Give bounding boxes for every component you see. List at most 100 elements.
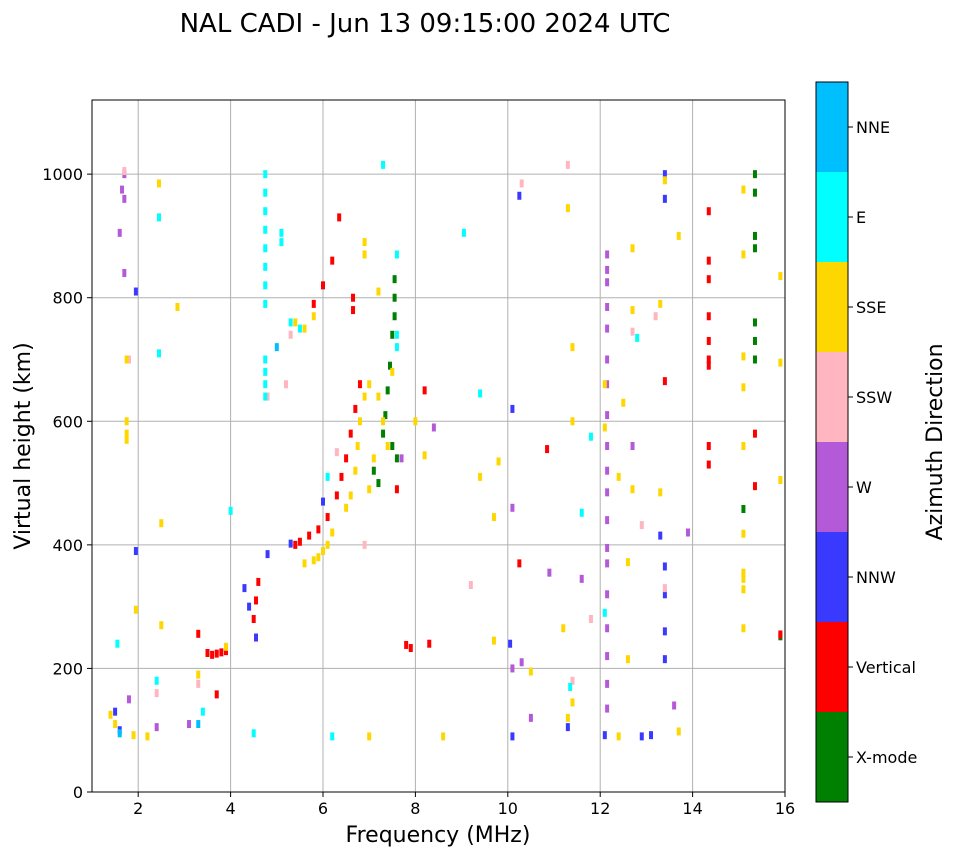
point-vertical <box>351 306 356 315</box>
plot-frame <box>91 99 786 793</box>
y-tick-label: 800 <box>52 289 83 308</box>
point-sse <box>778 272 783 281</box>
point-nnw <box>639 732 644 741</box>
point-e <box>635 333 640 342</box>
point-e <box>394 343 399 352</box>
point-w <box>519 658 524 667</box>
colorbar-segment-nnw <box>816 532 848 622</box>
x-tick-label: 6 <box>318 799 328 818</box>
point-sse <box>367 380 372 389</box>
point-vertical <box>205 648 210 657</box>
point-w <box>431 423 436 432</box>
point-w <box>672 701 677 710</box>
point-vertical <box>427 639 432 648</box>
point-sse <box>293 318 298 327</box>
point-sse <box>528 667 533 676</box>
point-nnw <box>510 732 515 741</box>
point-vertical <box>330 256 335 265</box>
point-sse <box>108 710 113 719</box>
point-w <box>547 568 552 577</box>
colorbar-segment-nne <box>816 82 848 172</box>
y-axis-ticks: 0 200 400 600 800 1000 <box>42 165 92 802</box>
point-sse <box>630 306 635 315</box>
point-vertical <box>778 630 783 639</box>
point-nnw <box>247 602 252 611</box>
point-x-mode <box>390 442 395 450</box>
point-sse <box>311 556 316 565</box>
point-x-mode <box>390 330 395 339</box>
point-sse <box>321 547 325 556</box>
point-w <box>528 713 533 722</box>
colorbar: X-mode Vertical NNW W SSW SSE E NNE <box>815 81 917 803</box>
point-sse <box>630 485 635 494</box>
point-vertical <box>545 445 550 454</box>
point-vertical <box>706 275 711 284</box>
point-ssw <box>653 312 658 321</box>
point-sse <box>676 727 681 736</box>
point-w <box>605 516 610 525</box>
point-w <box>605 355 610 364</box>
data-points <box>108 160 783 741</box>
point-w <box>126 695 131 704</box>
point-sse <box>344 503 349 512</box>
point-ssw <box>126 355 131 364</box>
point-e <box>156 213 161 222</box>
point-vertical <box>353 404 358 413</box>
point-vertical <box>357 380 362 389</box>
point-vertical <box>706 355 711 364</box>
point-w <box>605 278 610 287</box>
point-ssw <box>519 179 524 188</box>
x-tick-label: 16 <box>775 799 795 818</box>
point-vertical <box>307 531 312 540</box>
point-sse <box>325 540 330 549</box>
point-w <box>605 442 610 450</box>
point-sse <box>133 605 138 614</box>
point-vertical <box>256 577 261 586</box>
point-e <box>263 188 268 197</box>
point-sse <box>778 358 783 367</box>
point-sse <box>385 442 390 450</box>
point-sse <box>621 398 626 407</box>
point-vertical <box>337 213 342 222</box>
point-w <box>605 250 610 259</box>
point-w <box>605 543 610 552</box>
colorbar-segment-sse <box>816 262 848 352</box>
point-w <box>579 574 584 583</box>
point-sse <box>630 244 635 253</box>
point-e <box>394 250 399 259</box>
point-w <box>117 228 122 237</box>
point-w <box>510 503 515 512</box>
point-sse <box>441 732 446 741</box>
point-nnw <box>662 562 667 571</box>
point-vertical <box>219 648 224 657</box>
point-nnw <box>254 633 259 642</box>
point-e <box>263 392 268 401</box>
point-nne <box>196 720 201 729</box>
point-sse <box>348 491 353 500</box>
point-nnw <box>133 287 138 296</box>
point-e <box>251 729 256 738</box>
point-vertical <box>210 650 215 659</box>
point-w <box>605 679 610 688</box>
point-sse <box>741 352 746 361</box>
point-nne <box>117 729 122 738</box>
colorbar-frame <box>815 81 849 803</box>
y-tick-label: 0 <box>73 783 83 802</box>
point-ssw <box>265 392 270 401</box>
point-sse <box>302 324 307 333</box>
point-sse <box>616 732 621 741</box>
point-x-mode <box>392 312 397 321</box>
point-sse <box>367 485 372 494</box>
y-axis-label: Virtual height (km) <box>11 342 36 549</box>
point-sse <box>570 698 575 707</box>
point-vertical <box>254 596 259 605</box>
x-tick-label: 2 <box>133 799 143 818</box>
x-tick-label: 12 <box>590 799 610 818</box>
point-w <box>630 442 635 450</box>
y-tick-label: 200 <box>52 659 83 678</box>
point-sse <box>196 670 201 679</box>
point-vertical <box>517 559 522 568</box>
point-vertical <box>196 629 201 638</box>
point-vertical <box>752 429 757 438</box>
point-vertical <box>293 540 298 549</box>
